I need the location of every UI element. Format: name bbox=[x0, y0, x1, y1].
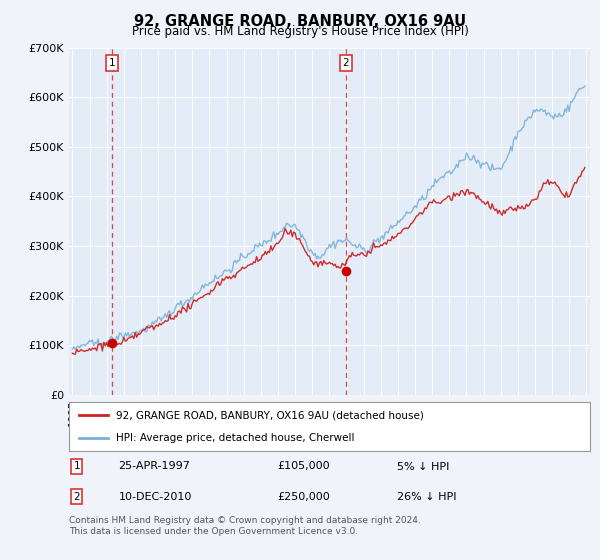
Text: £250,000: £250,000 bbox=[277, 492, 330, 502]
Text: 2: 2 bbox=[73, 492, 80, 502]
Text: £105,000: £105,000 bbox=[277, 461, 330, 472]
Text: 25-APR-1997: 25-APR-1997 bbox=[118, 461, 190, 472]
Text: 1: 1 bbox=[73, 461, 80, 472]
Text: 92, GRANGE ROAD, BANBURY, OX16 9AU (detached house): 92, GRANGE ROAD, BANBURY, OX16 9AU (deta… bbox=[116, 410, 424, 421]
Text: HPI: Average price, detached house, Cherwell: HPI: Average price, detached house, Cher… bbox=[116, 433, 355, 444]
Text: Price paid vs. HM Land Registry's House Price Index (HPI): Price paid vs. HM Land Registry's House … bbox=[131, 25, 469, 38]
Text: 10-DEC-2010: 10-DEC-2010 bbox=[118, 492, 192, 502]
Text: 2: 2 bbox=[343, 58, 349, 68]
Text: 26% ↓ HPI: 26% ↓ HPI bbox=[397, 492, 457, 502]
Text: 5% ↓ HPI: 5% ↓ HPI bbox=[397, 461, 449, 472]
Text: Contains HM Land Registry data © Crown copyright and database right 2024.
This d: Contains HM Land Registry data © Crown c… bbox=[69, 516, 421, 536]
Text: 92, GRANGE ROAD, BANBURY, OX16 9AU: 92, GRANGE ROAD, BANBURY, OX16 9AU bbox=[134, 14, 466, 29]
Text: 1: 1 bbox=[109, 58, 115, 68]
